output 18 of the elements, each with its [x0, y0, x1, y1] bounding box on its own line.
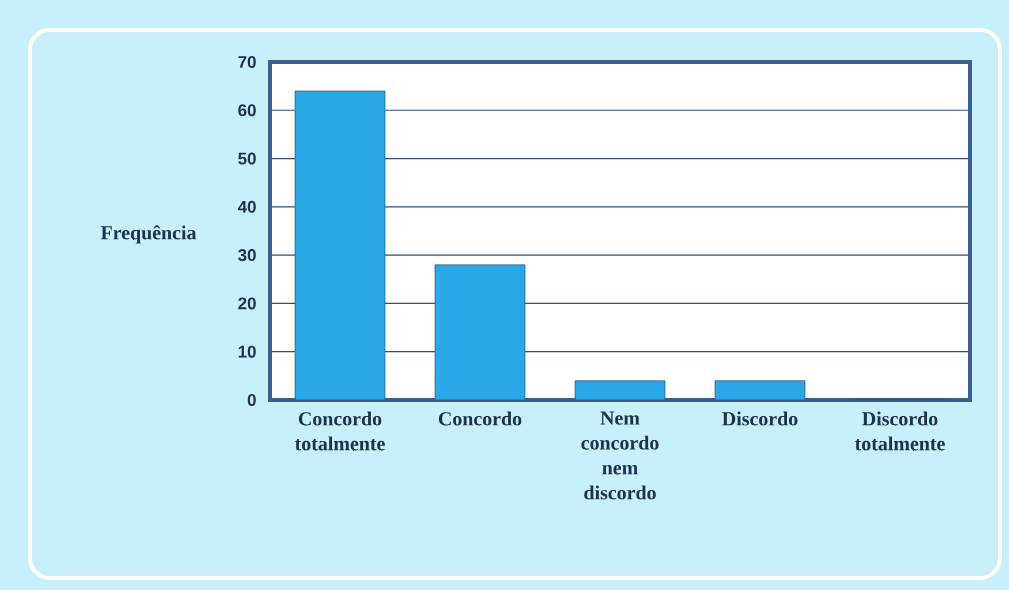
y-tick-label: 60	[238, 104, 256, 117]
y-tick-label: 20	[238, 297, 256, 310]
y-tick-label: 0	[247, 393, 256, 406]
x-tick-label: Discordo	[722, 411, 798, 426]
x-tick-label: Discordo totalmente	[854, 411, 945, 451]
bar	[714, 380, 806, 400]
x-tick-label: Nem concordo nem discordo	[581, 411, 659, 500]
y-tick-label: 50	[238, 152, 256, 165]
y-tick-label: 10	[238, 345, 256, 358]
x-tick-label: Concordo	[438, 411, 522, 426]
y-axis-title: Frequência	[100, 225, 197, 244]
y-tick-label: 30	[238, 249, 256, 262]
bar	[434, 264, 526, 400]
x-tick-label: Concordo totalmente	[294, 411, 385, 451]
y-tick-label: 70	[238, 55, 256, 68]
y-tick-label: 40	[237, 200, 256, 213]
bar	[574, 380, 666, 400]
bar	[295, 90, 386, 400]
